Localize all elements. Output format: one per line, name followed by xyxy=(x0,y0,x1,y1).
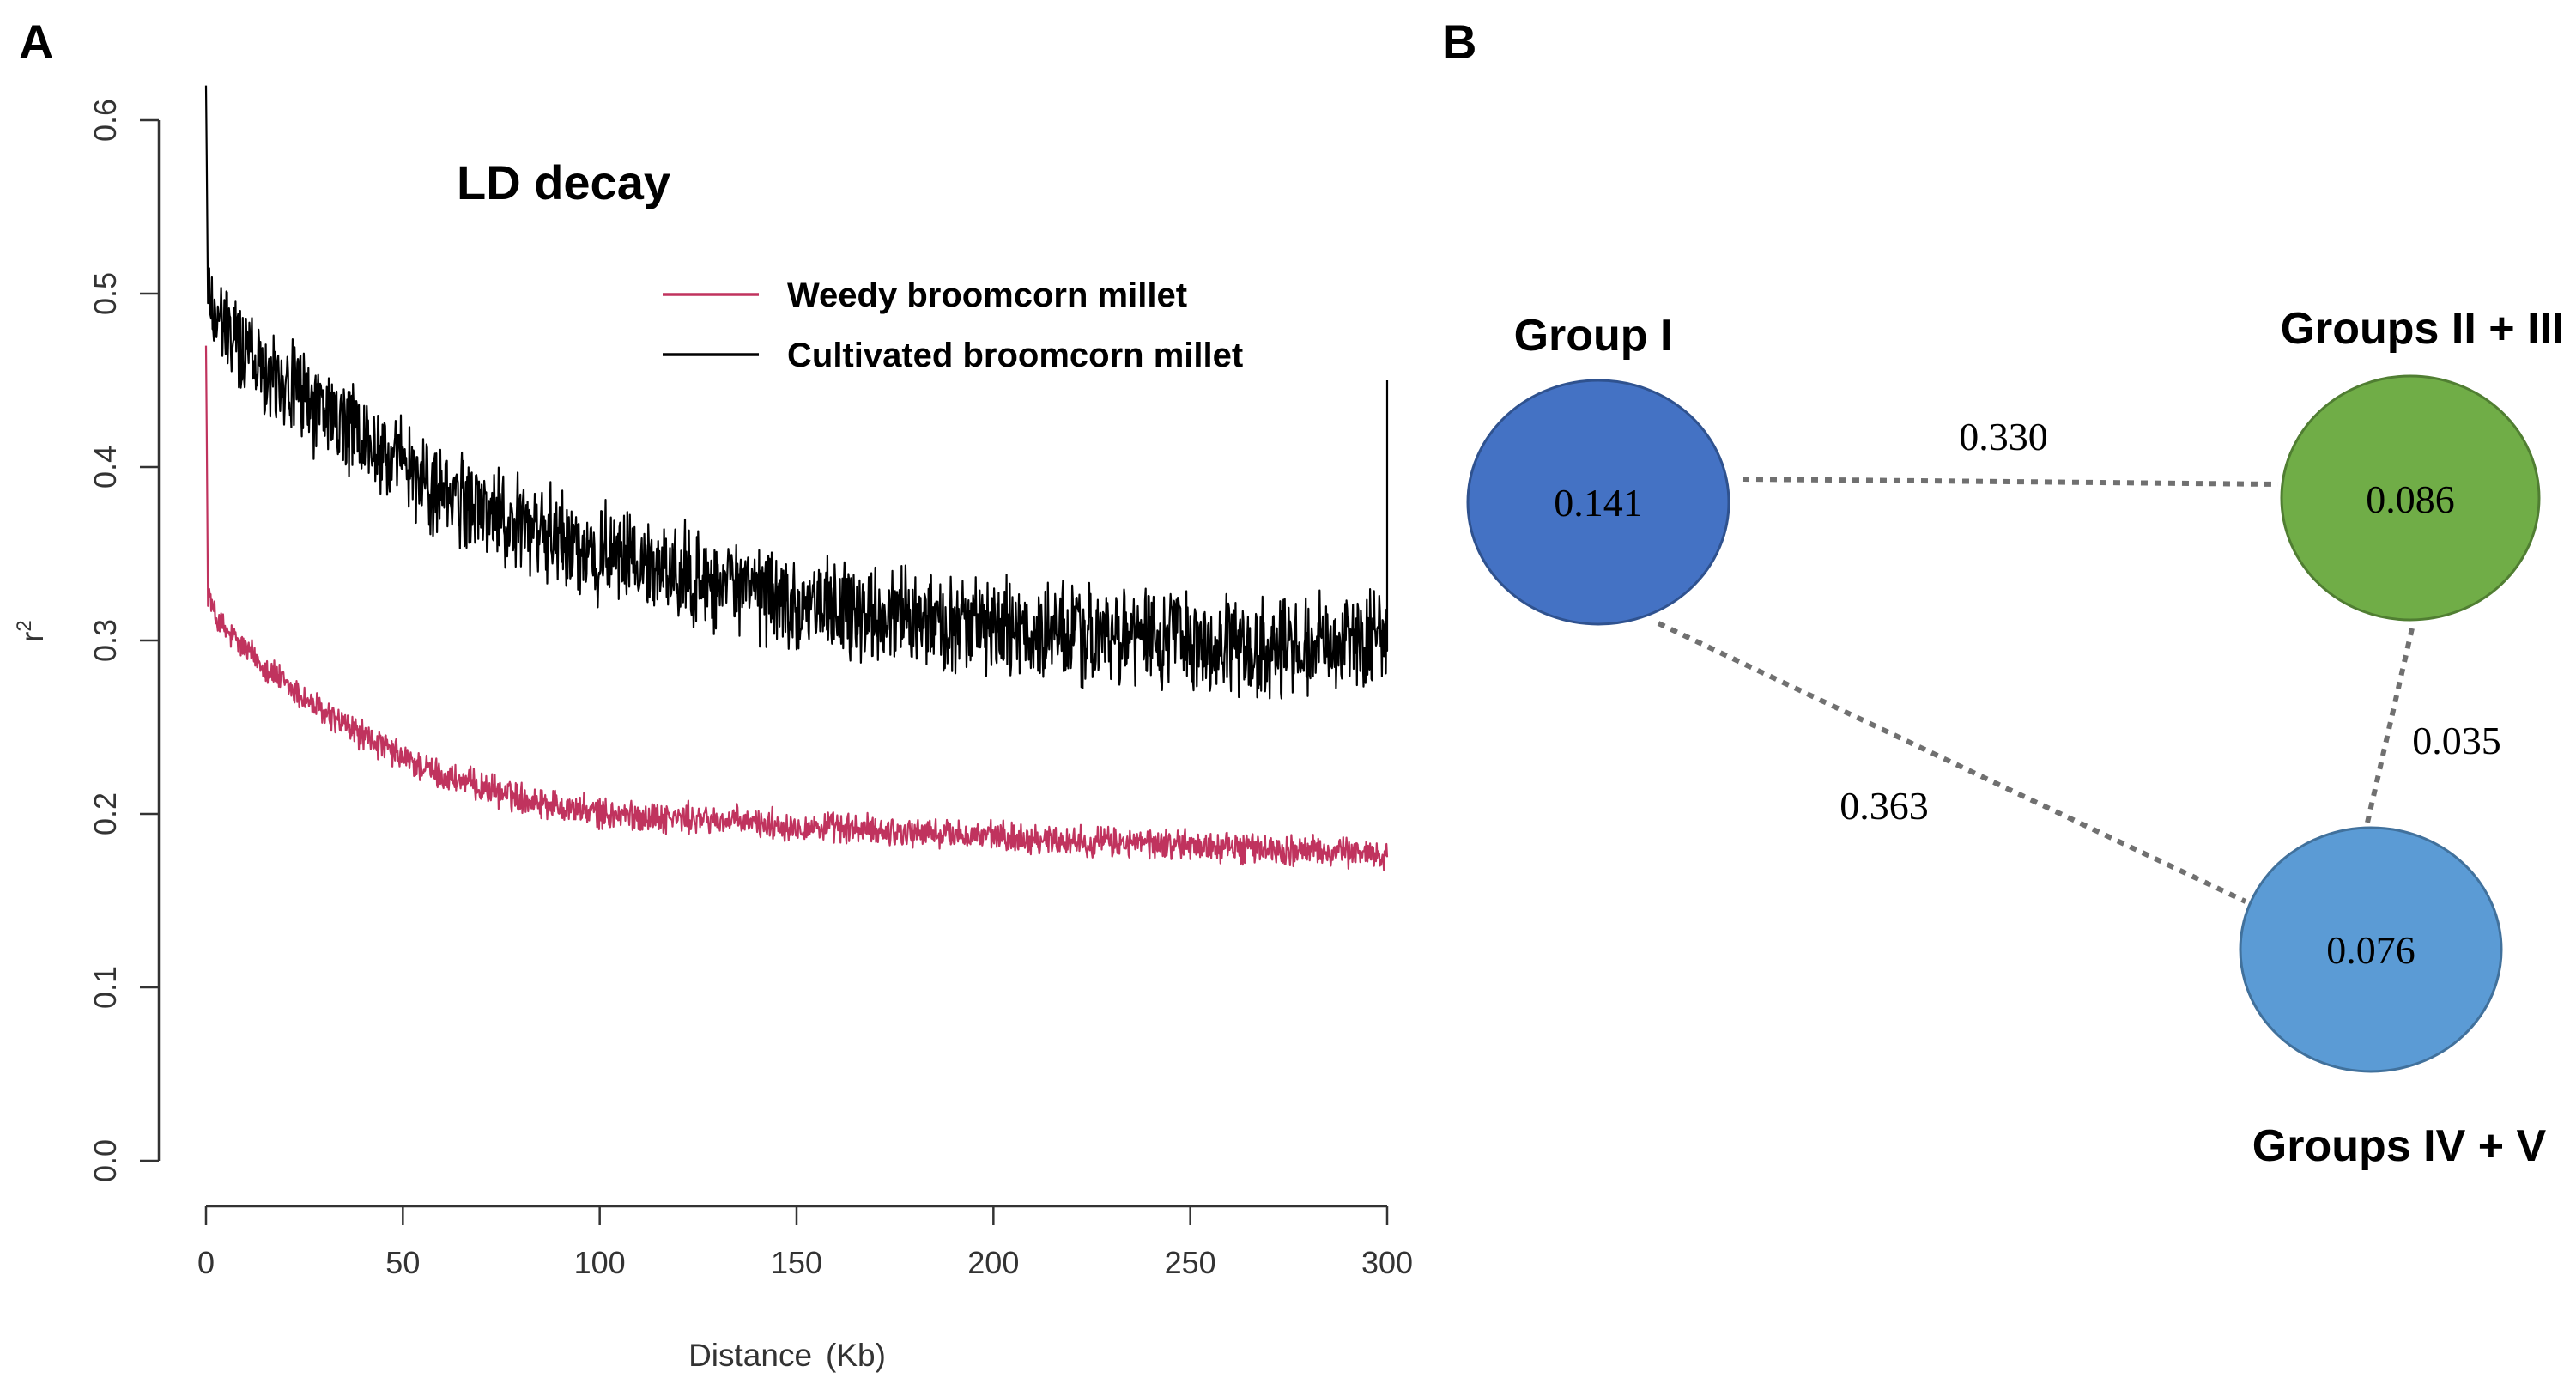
y-tick-label: 0.1 xyxy=(88,966,123,1009)
chart-title: LD decay xyxy=(457,155,670,209)
group-network-diagram: 0.330 0.363 0.035 0.141 0.086 0.076 Grou… xyxy=(1466,304,2565,1171)
x-tick-label: 50 xyxy=(385,1245,420,1280)
node-name-groups-ii-iii: Groups II + III xyxy=(2281,304,2565,354)
node-groups-ii-iii xyxy=(2280,374,2541,622)
y-tick-label: 0.4 xyxy=(88,446,123,489)
x-tick-label: 300 xyxy=(1361,1245,1413,1280)
y-tick-label: 0.6 xyxy=(88,99,123,142)
y-tick-label: 0.0 xyxy=(88,1139,123,1182)
y-ticks: 0.0 0.1 0.2 0.3 0.4 0.5 0.6 xyxy=(88,99,159,1182)
edge-label-g1-g23: 0.330 xyxy=(1959,415,2048,458)
y-axis-title-main: r xyxy=(15,632,50,642)
y-tick-label: 0.2 xyxy=(88,792,123,835)
x-tick-label: 150 xyxy=(771,1245,822,1280)
legend-label-weedy: Weedy broomcorn millet xyxy=(787,276,1187,314)
edge-g1-g45 xyxy=(1657,621,2247,904)
series-line-weedy xyxy=(204,345,1389,871)
edge-label-g23-g45: 0.035 xyxy=(2412,719,2501,762)
x-axis-title: Distance (Kb) xyxy=(688,1338,886,1373)
x-tick-label: 0 xyxy=(197,1245,215,1280)
node-name-groups-iv-v: Groups IV + V xyxy=(2252,1121,2547,1171)
y-tick-label: 0.3 xyxy=(88,619,123,662)
series-layer xyxy=(204,85,1389,871)
node-value-groups-iv-v: 0.076 xyxy=(2326,928,2415,972)
node-groups-iv-v xyxy=(2239,826,2503,1073)
edge-g23-g45 xyxy=(2365,628,2415,823)
y-tick-label: 0.5 xyxy=(88,272,123,315)
ld-decay-chart: 0.0 0.1 0.2 0.3 0.4 0.5 0.6 0 50 100 150 200 250 300… xyxy=(13,85,1413,1373)
panel-label-b: B xyxy=(1442,15,1476,69)
x-tick-label: 250 xyxy=(1165,1245,1216,1280)
node-value-groups-ii-iii: 0.086 xyxy=(2366,477,2455,521)
x-axis-title-main: Distance xyxy=(688,1338,812,1373)
edge-label-g1-g45: 0.363 xyxy=(1840,784,1929,828)
node-value-group-i: 0.141 xyxy=(1554,481,1643,525)
series-line-cultivated xyxy=(204,85,1389,700)
legend-label-cultivated: Cultivated broomcorn millet xyxy=(787,337,1243,374)
node-name-group-i: Group I xyxy=(1514,311,1673,361)
x-ticks: 0 50 100 150 200 250 300 xyxy=(197,1206,1413,1280)
legend: Weedy broomcorn millet Cultivated broomc… xyxy=(663,276,1243,374)
y-axis-title-superscript: 2 xyxy=(13,620,36,631)
node-group-i xyxy=(1466,379,1730,626)
panel-label-a: A xyxy=(19,15,53,69)
x-tick-label: 200 xyxy=(967,1245,1019,1280)
y-axis-title: r2 xyxy=(13,620,50,642)
edge-g1-g23 xyxy=(1742,477,2279,487)
x-axis-title-unit: (Kb) xyxy=(826,1338,886,1373)
x-tick-label: 100 xyxy=(574,1245,626,1280)
